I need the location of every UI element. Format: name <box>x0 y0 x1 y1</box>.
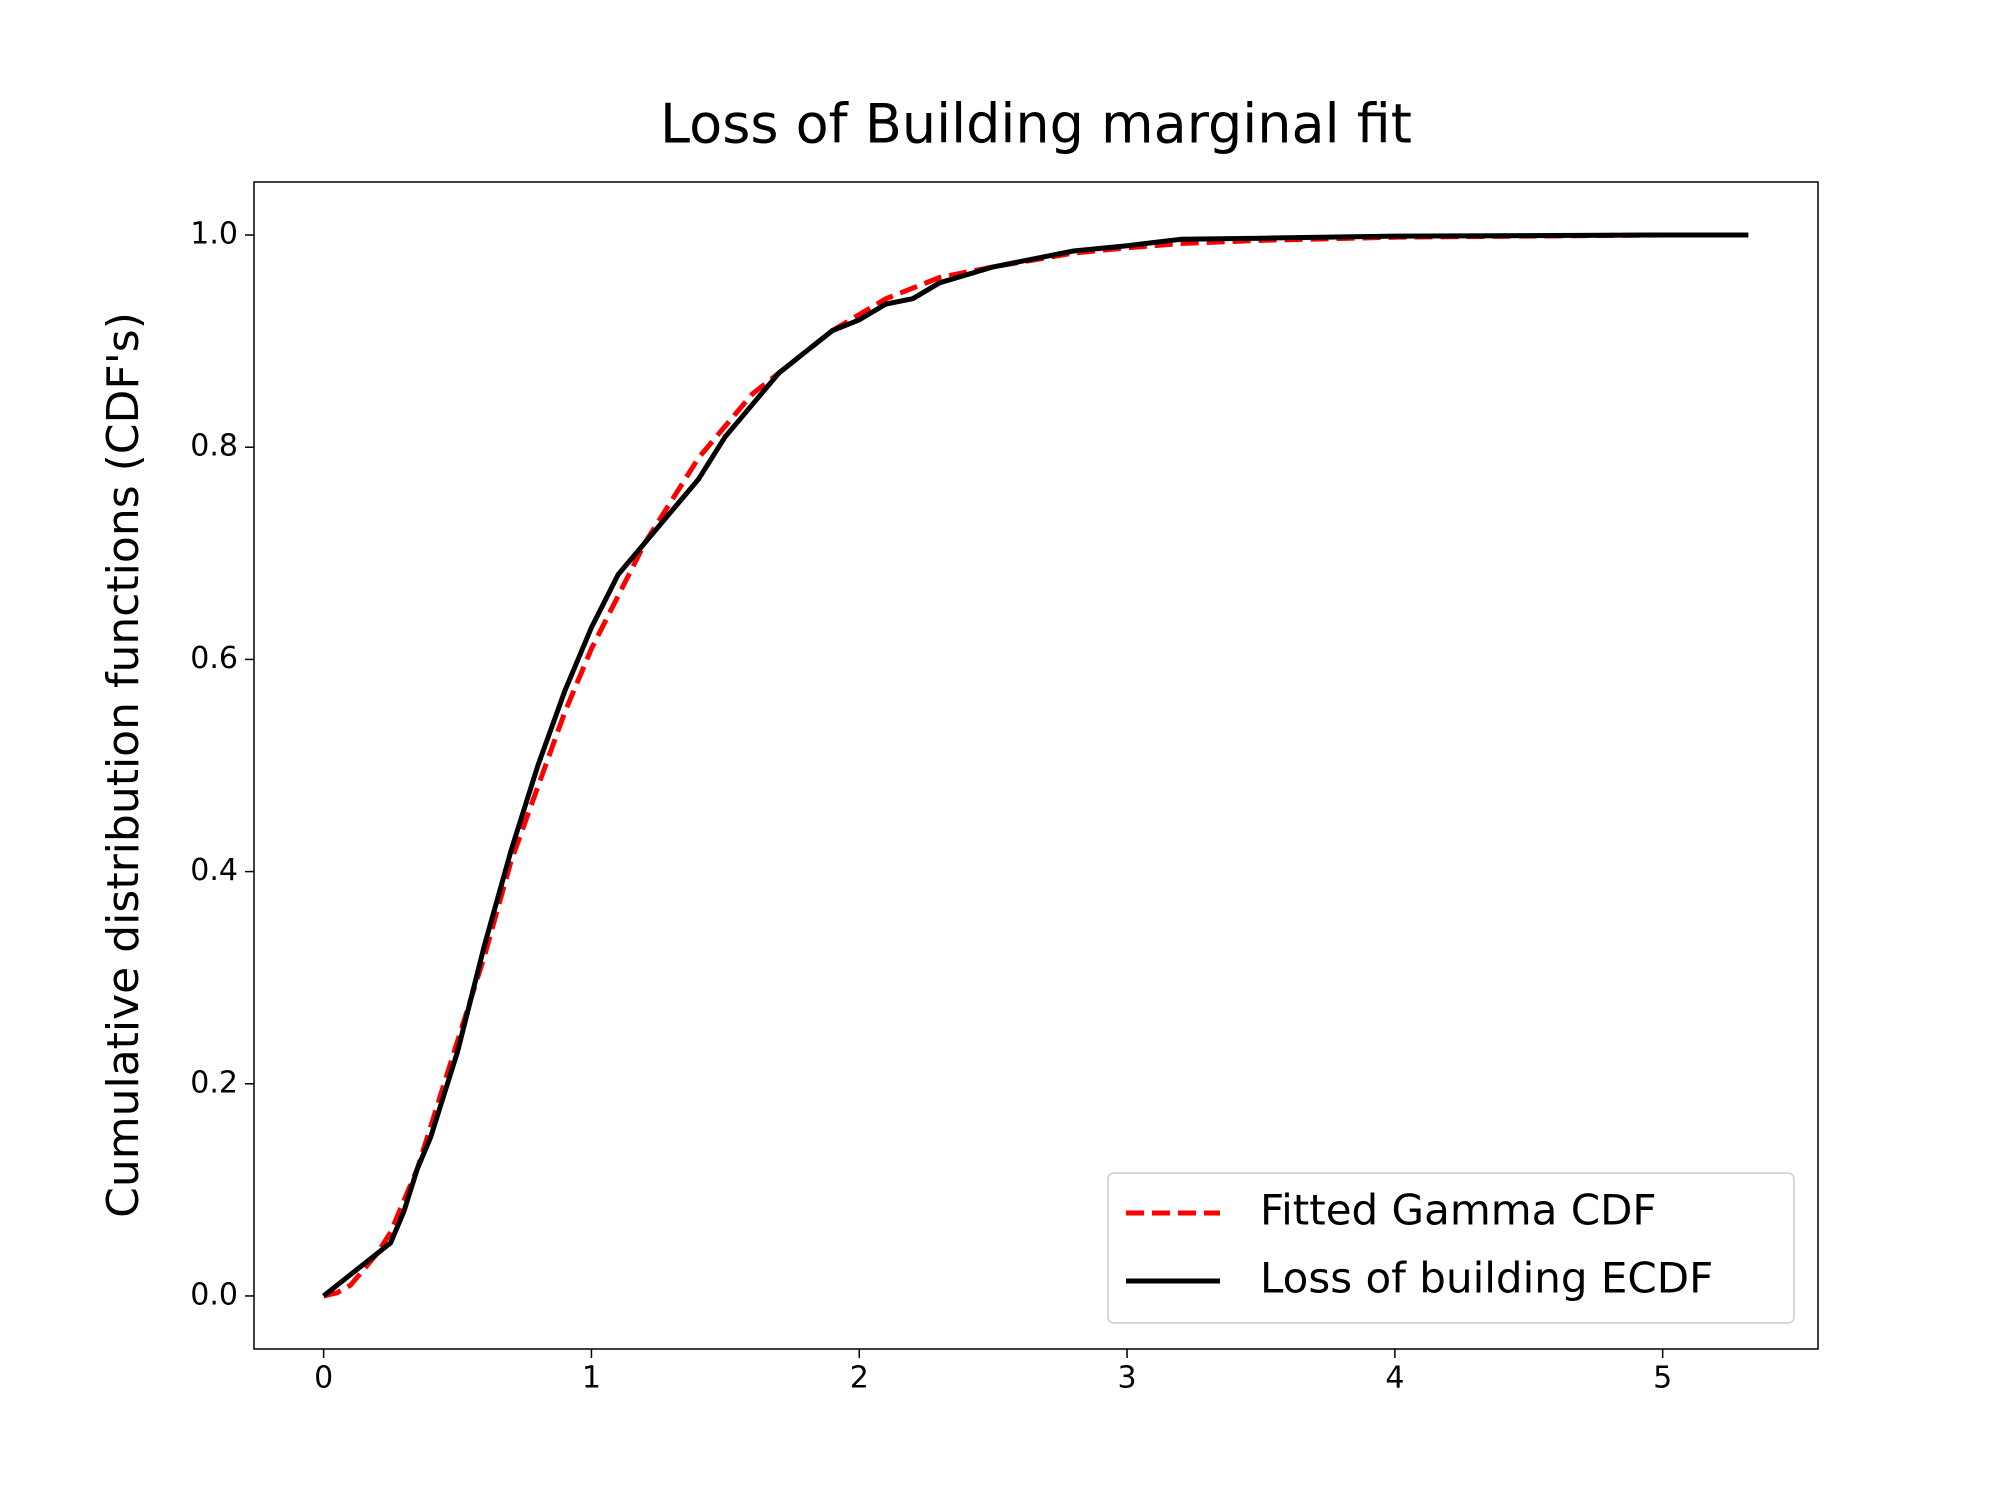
y-axis-label: Cumulative distribution functions (CDF's… <box>98 312 149 1218</box>
legend-box <box>1107 1172 1795 1324</box>
chart-title: Loss of Building marginal fit <box>660 93 1412 156</box>
x-tick-label: 5 <box>1653 1361 1672 1396</box>
x-tick-label: 1 <box>582 1361 601 1396</box>
y-tick-label: 0.8 <box>190 429 238 464</box>
y-tick-label: 0.6 <box>190 641 238 676</box>
legend-label: Loss of building ECDF <box>1260 1254 1713 1303</box>
y-tick-label: 1.0 <box>190 217 238 252</box>
y-tick-label: 0.2 <box>190 1065 238 1100</box>
x-tick-label: 2 <box>850 1361 869 1396</box>
x-tick-label: 3 <box>1118 1361 1137 1396</box>
y-tick-label: 0.4 <box>190 853 238 888</box>
y-tick-label: 0.0 <box>190 1277 238 1312</box>
plot-frame <box>253 181 1819 1350</box>
x-tick-label: 0 <box>314 1361 333 1396</box>
legend-label: Fitted Gamma CDF <box>1260 1186 1657 1235</box>
series-line <box>322 232 1749 1298</box>
x-tick-label: 4 <box>1385 1361 1404 1396</box>
